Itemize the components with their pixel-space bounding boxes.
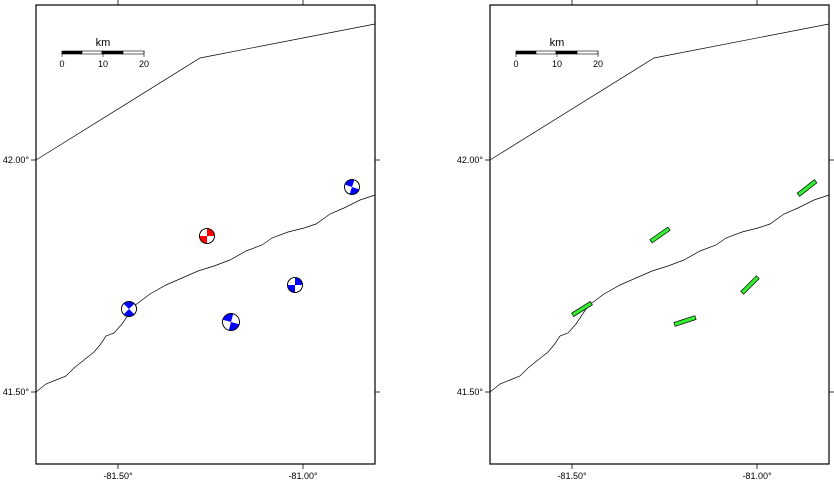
scalebar-unit: km bbox=[550, 37, 565, 49]
strike-bar[interactable] bbox=[571, 300, 593, 318]
axis-ticks bbox=[31, 0, 380, 469]
lon-label: -81.00° bbox=[742, 471, 772, 481]
strike-bars bbox=[571, 179, 818, 327]
focal-mechanism[interactable] bbox=[287, 277, 303, 293]
scalebar-unit: km bbox=[96, 37, 111, 49]
lat-label: 41.50° bbox=[3, 387, 30, 397]
shoreline-lower bbox=[35, 194, 376, 393]
strike-bar[interactable] bbox=[740, 275, 760, 295]
strike-bar[interactable] bbox=[796, 179, 818, 197]
scalebar-label: 10 bbox=[98, 59, 108, 69]
scalebar-label: 0 bbox=[513, 59, 518, 69]
coastline bbox=[489, 23, 830, 393]
focal-mechanism[interactable] bbox=[121, 301, 137, 317]
scalebar-label: 0 bbox=[59, 59, 64, 69]
lat-label: 41.50° bbox=[457, 387, 484, 397]
shoreline-lower bbox=[489, 194, 830, 393]
focal-mechanism[interactable] bbox=[344, 179, 360, 195]
scalebar-seg-2 bbox=[81, 50, 103, 55]
scalebar-label: 10 bbox=[552, 59, 562, 69]
strike-bar[interactable] bbox=[649, 226, 671, 244]
shoreline-upper bbox=[35, 23, 376, 161]
scalebar: km 0 10 20 bbox=[513, 37, 603, 69]
scalebar-seg-4 bbox=[122, 50, 145, 55]
focal-mechanism[interactable] bbox=[222, 313, 240, 331]
right-map: km 0 10 20 -81.50° -81.00° 42.00° 41.50° bbox=[457, 0, 834, 481]
scalebar-label: 20 bbox=[139, 59, 149, 69]
scalebar-seg-3 bbox=[101, 50, 124, 55]
scalebar-seg-4 bbox=[576, 50, 599, 55]
scalebar-label: 20 bbox=[593, 59, 603, 69]
scalebar-seg-1 bbox=[515, 50, 537, 55]
scalebar: km 0 10 20 bbox=[59, 37, 149, 69]
lon-label: -81.00° bbox=[288, 471, 318, 481]
lon-label: -81.50° bbox=[103, 471, 133, 481]
axis-ticks bbox=[485, 0, 834, 469]
lat-label: 42.00° bbox=[457, 155, 484, 165]
scalebar-seg-2 bbox=[535, 50, 557, 55]
focal-mechanism[interactable] bbox=[199, 228, 215, 244]
shoreline-upper bbox=[489, 23, 830, 161]
scalebar-seg-1 bbox=[61, 50, 83, 55]
left-map: km 0 10 20 -81.50° -81.00° 42.00° 41.50° bbox=[3, 0, 380, 481]
lat-label: 42.00° bbox=[3, 155, 30, 165]
lon-label: -81.50° bbox=[557, 471, 587, 481]
scalebar-seg-3 bbox=[555, 50, 578, 55]
strike-bar[interactable] bbox=[673, 315, 697, 327]
coastline bbox=[35, 23, 376, 393]
